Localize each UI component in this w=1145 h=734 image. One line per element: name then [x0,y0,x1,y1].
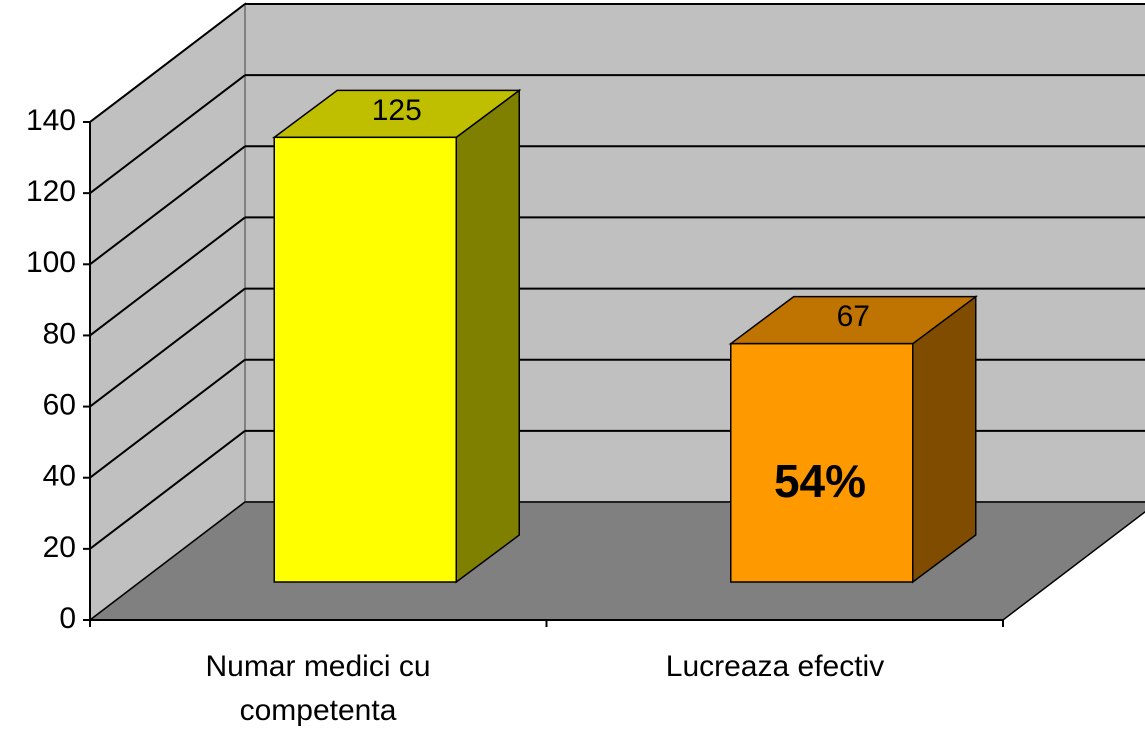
grid-line [89,358,246,479]
bar [271,88,522,584]
bars [271,88,979,584]
y-tick-label: 20 [43,531,76,564]
bar-front [730,342,914,583]
y-tick-label: 0 [59,602,76,635]
y-tick-label: 120 [26,175,76,208]
y-tick-label: 60 [43,388,76,421]
grid-line [89,145,246,266]
bar-front [273,136,457,583]
bar-side [455,88,520,584]
grid-line [89,216,246,337]
bar-side [912,295,977,584]
y-tick-label: 80 [43,317,76,350]
floor [87,501,1145,621]
y-tick-label: 40 [43,460,76,493]
grid-line [89,74,246,194]
value-label: 67 [837,300,870,333]
value-label: 125 [372,94,422,127]
y-tick-label: 140 [26,104,76,137]
grid-line [89,430,246,550]
x-tick-label: Numar medici cu competenta [205,650,431,727]
grid-line [89,3,246,123]
annotation: 54% [774,455,866,507]
x-tick-label: Lucreaza efectiv [665,650,885,683]
grid-line [89,287,246,408]
y-tick-label: 100 [26,246,76,279]
bar [728,295,979,584]
